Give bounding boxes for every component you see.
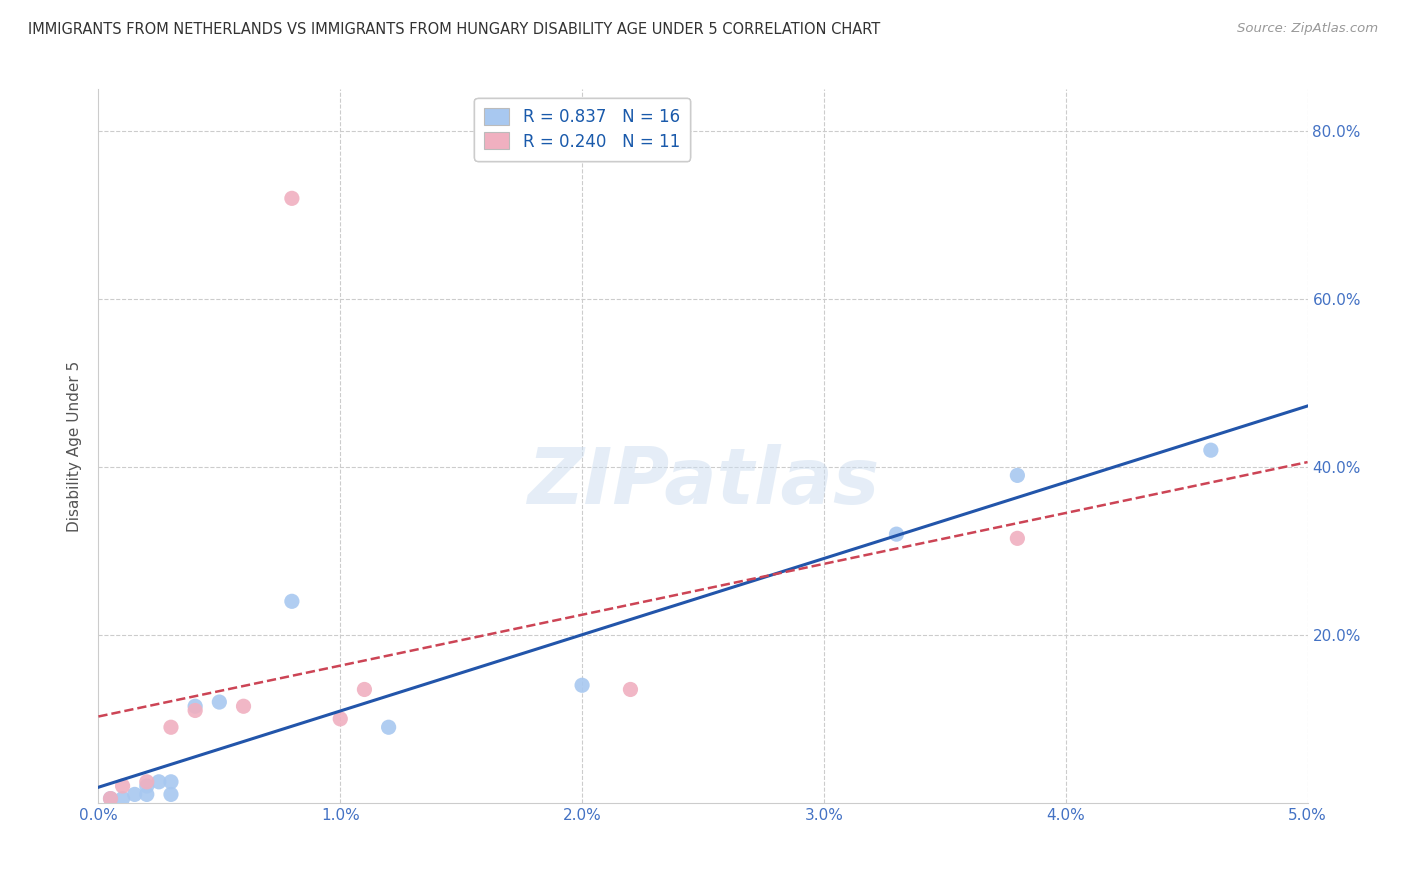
Point — [377, 720, 399, 734]
Point — [184, 703, 207, 717]
Text: IMMIGRANTS FROM NETHERLANDS VS IMMIGRANTS FROM HUNGARY DISABILITY AGE UNDER 5 CO: IMMIGRANTS FROM NETHERLANDS VS IMMIGRANT… — [28, 22, 880, 37]
Point — [111, 779, 134, 793]
Point — [148, 774, 170, 789]
Point — [619, 682, 641, 697]
Point — [329, 712, 352, 726]
Point — [1007, 532, 1029, 546]
Point — [208, 695, 231, 709]
Point — [281, 594, 304, 608]
Text: Source: ZipAtlas.com: Source: ZipAtlas.com — [1237, 22, 1378, 36]
Point — [1199, 443, 1222, 458]
Point — [232, 699, 254, 714]
Point — [100, 791, 122, 805]
Point — [135, 788, 157, 802]
Point — [184, 699, 207, 714]
Legend: R = 0.837   N = 16, R = 0.240   N = 11: R = 0.837 N = 16, R = 0.240 N = 11 — [474, 97, 690, 161]
Point — [160, 788, 183, 802]
Y-axis label: Disability Age Under 5: Disability Age Under 5 — [67, 360, 83, 532]
Point — [353, 682, 375, 697]
Point — [1007, 468, 1029, 483]
Point — [281, 191, 304, 205]
Point — [135, 774, 157, 789]
Point — [111, 791, 134, 805]
Point — [124, 788, 146, 802]
Point — [886, 527, 908, 541]
Point — [571, 678, 593, 692]
Point — [135, 779, 157, 793]
Point — [160, 720, 183, 734]
Point — [100, 791, 122, 805]
Point — [160, 774, 183, 789]
Text: ZIPatlas: ZIPatlas — [527, 443, 879, 520]
